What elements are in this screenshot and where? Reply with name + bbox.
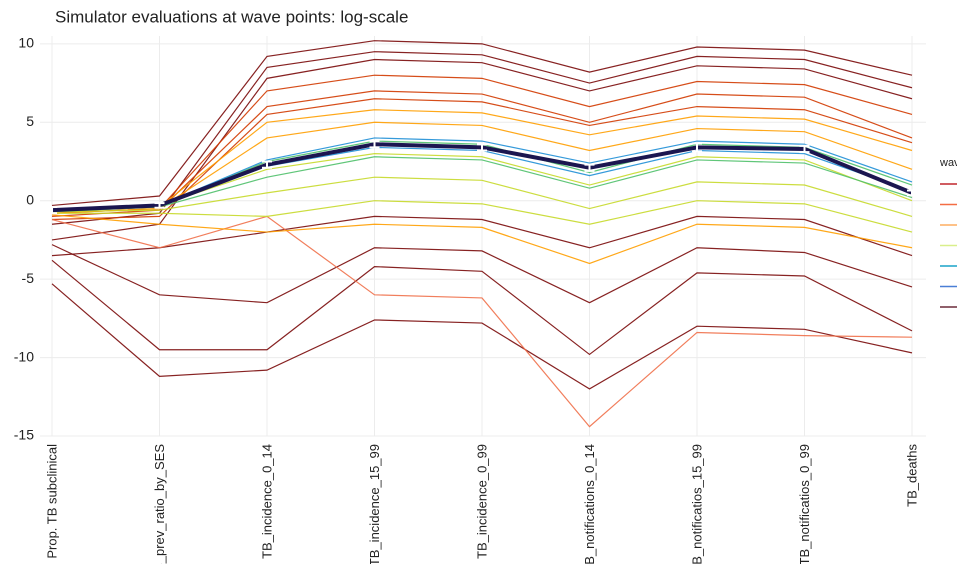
series-line [51, 176, 913, 217]
error-bar [584, 163, 595, 172]
error-bar [692, 142, 702, 153]
x-tick-label: TB_notificatios_15_99 [690, 444, 705, 564]
x-tick-label: Prop. TB subclinical [45, 444, 60, 559]
series-line [51, 244, 913, 304]
y-tick-label: 5 [26, 113, 34, 129]
y-tick-label: 0 [26, 191, 34, 207]
legend-title: wav [939, 157, 957, 169]
y-tick-label: 10 [18, 35, 34, 51]
series-line [51, 109, 913, 213]
series-line [51, 156, 913, 213]
x-tick-label: TB_notificatios_0_99 [797, 444, 812, 564]
chart-title: Simulator evaluations at wave points: lo… [55, 7, 408, 26]
x-tick-label: TB_incidence_0_14 [260, 444, 275, 559]
error-bar [799, 144, 810, 154]
error-bar [907, 189, 917, 197]
error-bar [154, 202, 165, 209]
x-tick-label: TB_deaths [905, 444, 920, 507]
series-line [51, 121, 913, 214]
error-bar [262, 160, 272, 169]
series-line [51, 259, 913, 356]
error-bar [369, 140, 380, 149]
y-tick-label: -5 [22, 270, 35, 286]
error-bar [477, 143, 487, 152]
series-line [51, 215, 913, 428]
x-tick-label: TB_prev_ratio_by_SES [152, 444, 167, 564]
series-line [51, 215, 913, 257]
y-tick-label: -15 [14, 427, 34, 443]
series-line [51, 51, 913, 225]
series-line [51, 98, 913, 221]
series-line [51, 74, 913, 214]
series-line [51, 40, 913, 207]
series-line [51, 214, 913, 265]
y-tick-label: -10 [14, 348, 34, 364]
x-tick-label: TB_incidence_15_99 [367, 444, 382, 564]
x-tick-label: TB_incidence_0_99 [475, 444, 490, 559]
series-line [52, 200, 913, 233]
series-line [51, 90, 913, 217]
series-line [51, 283, 913, 390]
x-tick-label: TB_notifications_0_14 [582, 444, 597, 564]
error-bar [47, 205, 57, 215]
